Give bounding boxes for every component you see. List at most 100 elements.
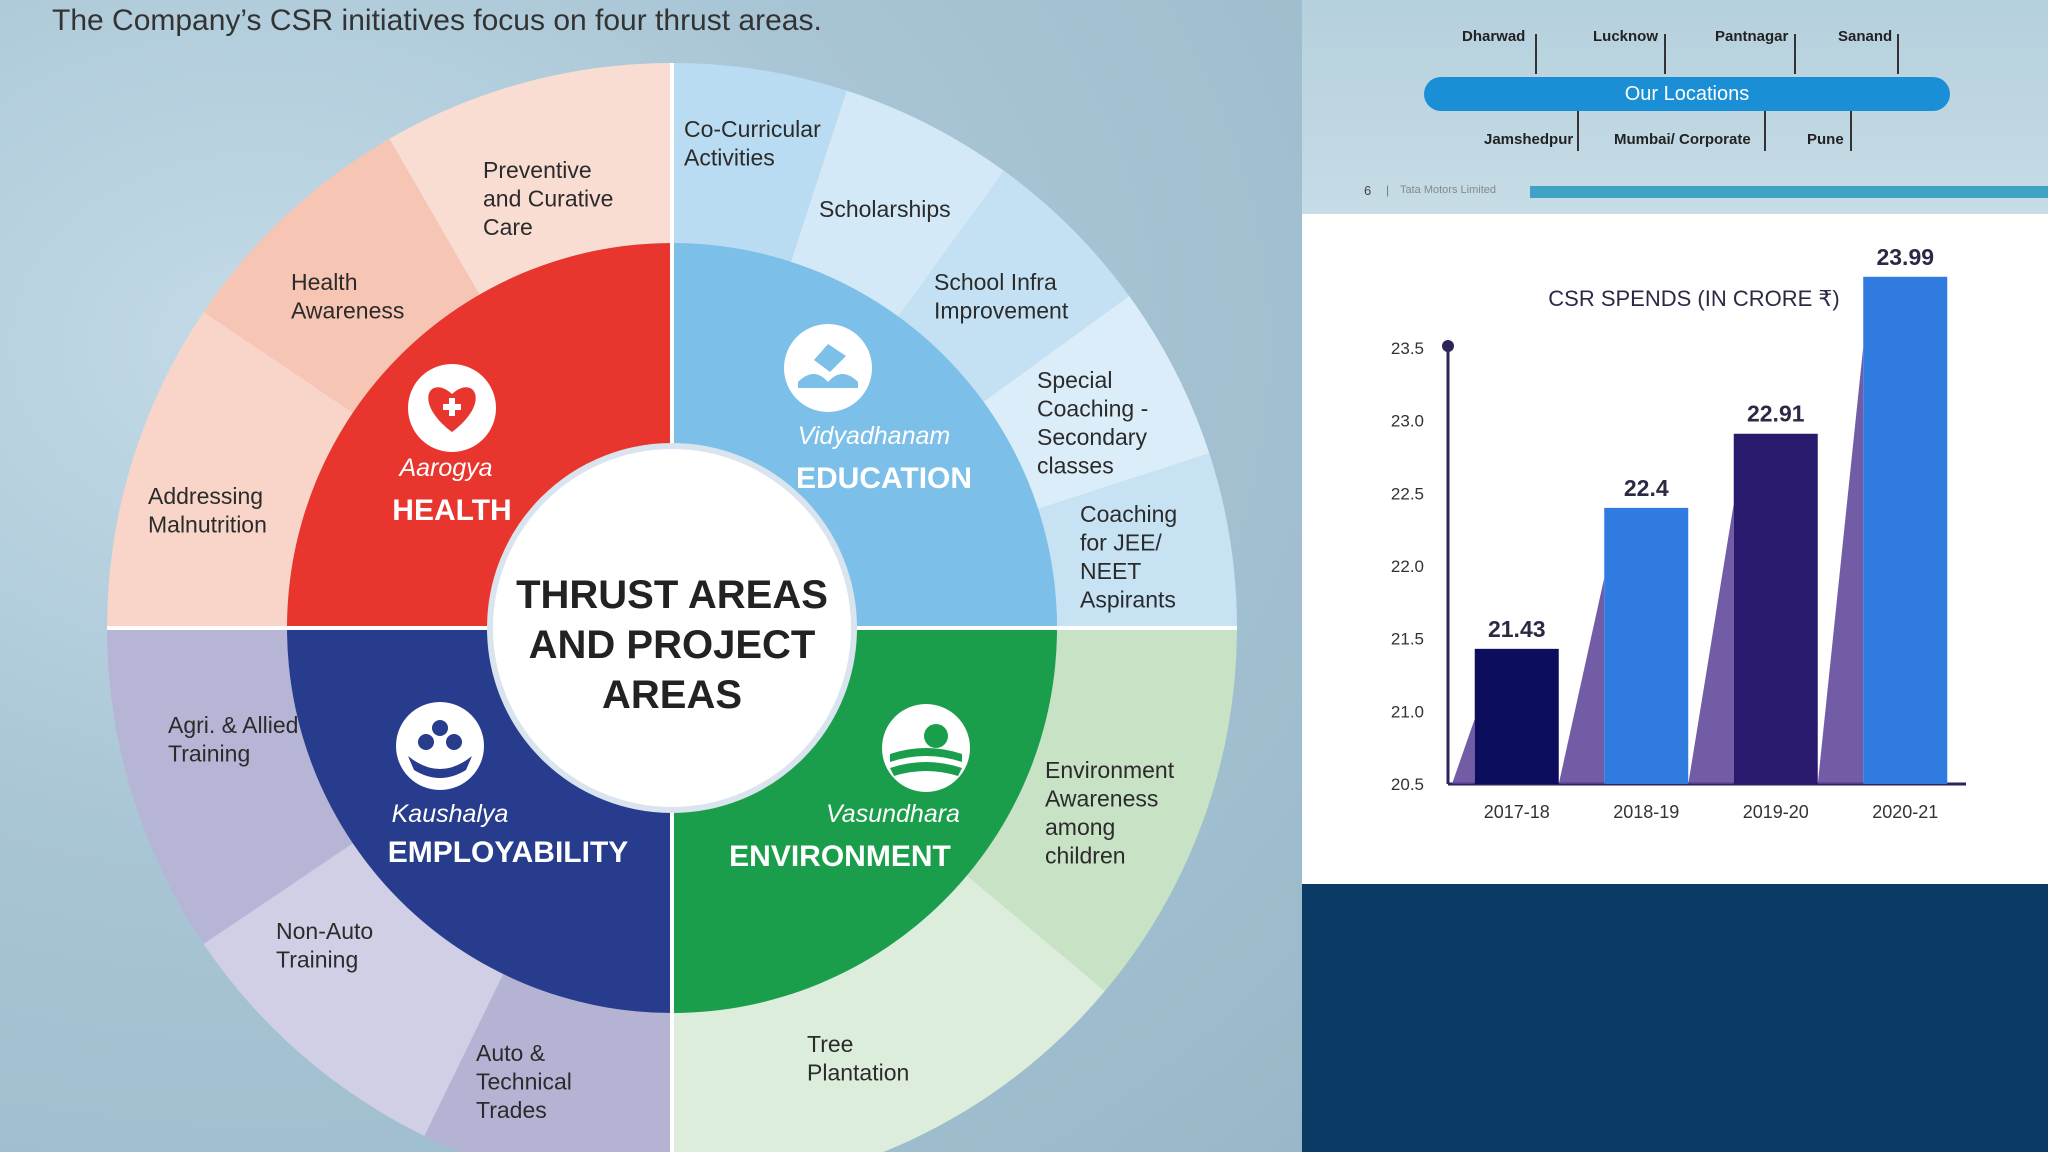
project-label: among [1045, 814, 1115, 840]
project-label: and Curative [483, 186, 613, 212]
project-label: Awareness [1045, 786, 1158, 812]
y-tick-label: 20.5 [1391, 775, 1424, 794]
y-tick-label: 21.5 [1391, 630, 1424, 649]
thrust-areas-panel: The Company’s CSR initiatives focus on f… [0, 0, 1302, 1152]
thrust-area-segment-education [672, 243, 1057, 628]
location-marker [1664, 34, 1666, 74]
project-label: Plantation [807, 1060, 909, 1086]
x-tick-label: 2020-21 [1872, 802, 1938, 822]
project-segment [898, 170, 1130, 402]
thrust-area-name-health: HEALTH [392, 494, 511, 527]
project-label: children [1045, 843, 1126, 869]
x-tick-label: 2019-20 [1743, 802, 1809, 822]
x-tick-label: 2017-18 [1484, 802, 1550, 822]
bar [1474, 648, 1559, 784]
intro-text: The Company’s CSR initiatives focus on f… [52, 4, 822, 37]
project-label: Coaching [1080, 501, 1177, 527]
project-label: Training [276, 947, 358, 973]
y-tick-label: 23.0 [1391, 412, 1424, 431]
project-segment [107, 628, 353, 944]
project-label: Preventive [483, 157, 592, 183]
project-segment [1038, 453, 1237, 628]
thrust-area-segment-employability [287, 628, 672, 1013]
center-title-line: AREAS [602, 673, 742, 717]
project-segment [672, 63, 847, 262]
project-label: Special [1037, 367, 1112, 393]
bar-value-label: 23.99 [1876, 244, 1934, 270]
location-mumbai-corporate: Mumbai/ Corporate [1614, 131, 1751, 148]
project-label: Co-Curricular [684, 116, 821, 142]
bottom-dark-panel [1302, 884, 2048, 1152]
project-segment [672, 875, 1105, 1152]
people-hands-icon [396, 702, 484, 790]
project-label: Auto & [476, 1040, 545, 1066]
thrust-area-name-employability: EMPLOYABILITY [388, 836, 629, 869]
location-marker [1535, 34, 1537, 74]
center-title-line: AND PROJECT [529, 623, 816, 667]
y-tick-label: 23.5 [1391, 339, 1424, 358]
quadrant-health: Addressing Malnutrition Health Awareness Pre… [107, 63, 672, 628]
project-label: classes [1037, 453, 1114, 479]
project-label: Health [291, 269, 357, 295]
bar-shadow [1817, 346, 1864, 784]
footer-bar [1530, 186, 2048, 198]
thrust-area-brand-education: Vidyadhanam [798, 422, 950, 450]
heart-hands-icon [408, 364, 496, 452]
bar-value-label: 21.43 [1488, 616, 1546, 642]
thrust-areas-wheel: Addressing Malnutrition Health Awareness Pre… [107, 63, 1237, 1152]
y-tick-label: 21.0 [1391, 702, 1424, 721]
bar-shadow [1558, 577, 1605, 784]
page-number: 6 [1364, 183, 1372, 198]
x-tick-label: 2018-19 [1613, 802, 1679, 822]
location-jamshedpur: Jamshedpur [1484, 131, 1574, 148]
open-book-icon [784, 324, 872, 412]
center-title-line: THRUST AREAS [516, 573, 828, 617]
project-label: School Infra [934, 269, 1057, 295]
project-label: Care [483, 214, 533, 240]
y-axis-cap [1442, 340, 1454, 352]
bar-value-label: 22.4 [1624, 475, 1669, 501]
project-label: Secondary [1037, 424, 1147, 450]
thrust-area-brand-environment: Vasundhara [826, 800, 960, 828]
project-label: Activities [684, 145, 775, 171]
location-pantnagar: Pantnagar [1715, 28, 1789, 45]
project-label: Trades [476, 1097, 547, 1123]
thrust-area-name-education: EDUCATION [796, 462, 972, 495]
bar [1733, 433, 1818, 784]
footer-separator: | [1386, 183, 1390, 197]
location-marker [1794, 34, 1796, 74]
bar-shadow [1452, 718, 1475, 784]
project-label: Addressing [148, 483, 263, 509]
project-label: Coaching - [1037, 396, 1148, 422]
y-tick-label: 22.0 [1391, 557, 1424, 576]
location-lucknow: Lucknow [1593, 28, 1659, 45]
project-label: Aspirants [1080, 587, 1176, 613]
location-marker [1577, 111, 1579, 151]
project-label: Training [168, 741, 250, 767]
project-label: NEET [1080, 558, 1141, 584]
project-label: Non-Auto [276, 918, 373, 944]
project-label: Technical [476, 1069, 572, 1095]
project-label: Malnutrition [148, 512, 267, 538]
project-label: Improvement [934, 298, 1069, 324]
bar [1604, 507, 1689, 784]
project-label: Agri. & Allied [168, 712, 298, 738]
footer-company: Tata Motors Limited [1400, 184, 1496, 196]
bar-value-label: 22.91 [1747, 401, 1805, 427]
project-segment [983, 295, 1210, 510]
project-label: Tree [807, 1031, 853, 1057]
csr-spends-chart-panel: CSR SPENDS (IN CRORE ₹) 20.5 21.0 21.5 22.0 2… [1302, 214, 2048, 884]
project-segment [203, 843, 504, 1136]
our-locations-bar: Our Locations [1424, 77, 1950, 111]
project-segment [203, 138, 480, 413]
project-segment [966, 628, 1237, 992]
project-label: Scholarships [819, 196, 951, 222]
project-segment [424, 974, 672, 1152]
csr-spends-chart: CSR SPENDS (IN CRORE ₹) 20.5 21.0 21.5 22.0 2… [1391, 244, 1966, 822]
project-label: Environment [1045, 757, 1175, 783]
location-marker [1897, 34, 1899, 74]
quadrant-education: Co-Curricular Activities Scholarships Schoo… [672, 63, 1237, 628]
location-pune: Pune [1807, 131, 1844, 148]
y-tick-label: 22.5 [1391, 484, 1424, 503]
project-label: Awareness [291, 298, 404, 324]
